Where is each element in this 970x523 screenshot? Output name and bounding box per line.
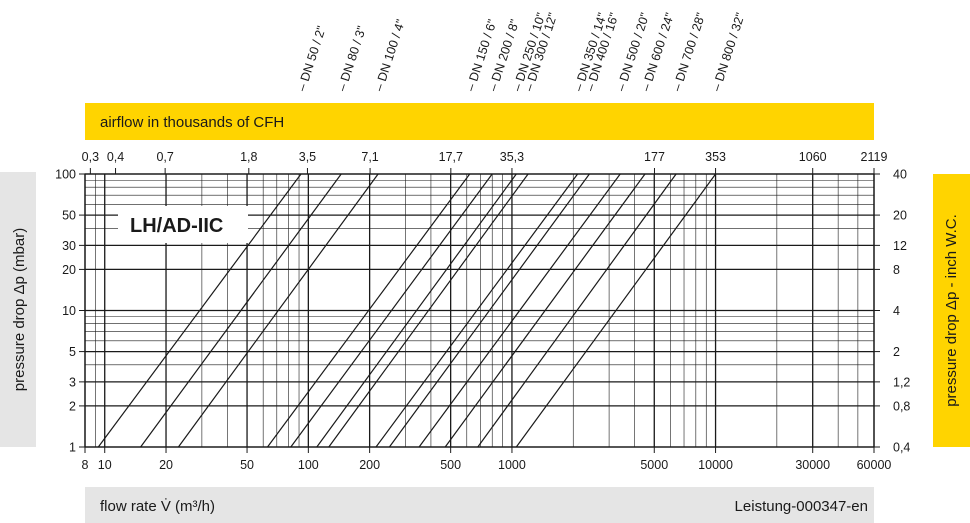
x-axis-label: flow rate V̇ (m³/h) (100, 498, 215, 515)
right-axis-label-band (933, 174, 970, 447)
dn-label-layer: – DN 50 / 2" – DN 80 / 3" – DN 100 / 4" – D… (295, 11, 748, 93)
footer-code: Leistung-000347-en (735, 498, 868, 515)
y-tick-label: 10 (62, 304, 76, 318)
right-tick-label: 0,4 (893, 441, 910, 455)
top-tick-label: 1060 (799, 150, 827, 164)
right-tick-label: 1,2 (893, 375, 910, 389)
dn-label: – DN 800 / 32" (709, 11, 748, 93)
top-tick-label: 35,3 (500, 150, 524, 164)
dn-label: – DN 100 / 4" (372, 18, 408, 93)
dn-label: – DN 700 / 28" (670, 11, 709, 93)
chart-title: LH/AD-IIC (130, 215, 223, 237)
series-line (316, 173, 517, 448)
top-tick-label: 7,1 (361, 150, 378, 164)
y-tick-label: 1 (69, 441, 76, 455)
dn-label: – DN 50 / 2" (295, 24, 329, 93)
x-axis-label-band (85, 487, 874, 523)
top-tick-label: 0,3 (82, 150, 99, 164)
y-tick-label: 3 (69, 375, 76, 389)
title-box (118, 206, 248, 243)
x-tick-label: 8 (82, 458, 89, 472)
x-tick-label: 10000 (698, 458, 733, 472)
right-tick-label: 2 (893, 345, 900, 359)
series-line (177, 173, 379, 448)
y-tick-label: 2 (69, 399, 76, 413)
right-tick-label: 0,8 (893, 399, 910, 413)
y-tick-label: 50 (62, 209, 76, 223)
y-tick-label: 30 (62, 239, 76, 253)
series-line (477, 173, 677, 448)
top-tick-label: 17,7 (439, 150, 463, 164)
top-axis-label: airflow in thousands of CFH (100, 114, 284, 131)
top-tick-label: 353 (705, 150, 726, 164)
right-tick-label: 40 (893, 168, 907, 182)
x-tick-label: 20 (159, 458, 173, 472)
x-tick-label: 1000 (498, 458, 526, 472)
right-tick-label: 8 (893, 263, 900, 277)
top-tick-label: 0,4 (107, 150, 124, 164)
top-tick-label: 0,7 (156, 150, 173, 164)
series-layer (97, 173, 717, 448)
x-tick-label: 5000 (640, 458, 668, 472)
tick-layer: 8 10 20 50 100 200 500 1000 5000 10000 30000 60000 1… (55, 150, 910, 472)
series-line (388, 173, 590, 448)
series-line (328, 173, 529, 448)
y-axis-label-band (0, 172, 36, 447)
right-axis-label: pressure drop Δp - inch W.C. (943, 214, 960, 407)
top-tick-label: 3,5 (299, 150, 316, 164)
right-tick-label: 12 (893, 239, 907, 253)
y-tick-label: 100 (55, 168, 76, 182)
x-tick-label: 60000 (857, 458, 892, 472)
y-tick-label: 5 (69, 345, 76, 359)
series-line (267, 173, 471, 448)
right-tick-label: 4 (893, 304, 900, 318)
y-axis-label: pressure drop Δp (mbar) (11, 228, 28, 391)
y-tick-label: 20 (62, 263, 76, 277)
series-line (444, 173, 646, 448)
series-line (97, 173, 302, 448)
x-tick-label: 200 (359, 458, 380, 472)
x-tick-label: 30000 (795, 458, 830, 472)
dn-label: – DN 80 / 3" (335, 24, 369, 93)
top-axis-label-band (85, 103, 874, 140)
series-line (290, 173, 493, 448)
x-tick-label: 100 (298, 458, 319, 472)
series-line (140, 173, 342, 448)
top-tick-label: 1,8 (240, 150, 257, 164)
series-line (515, 173, 717, 448)
top-tick-label: 177 (644, 150, 665, 164)
x-tick-label: 10 (98, 458, 112, 472)
x-tick-label: 50 (240, 458, 254, 472)
top-tick-label: 2119 (861, 150, 888, 164)
series-line (375, 173, 579, 448)
right-tick-label: 20 (893, 209, 907, 223)
series-line (418, 173, 621, 448)
x-tick-label: 500 (440, 458, 461, 472)
